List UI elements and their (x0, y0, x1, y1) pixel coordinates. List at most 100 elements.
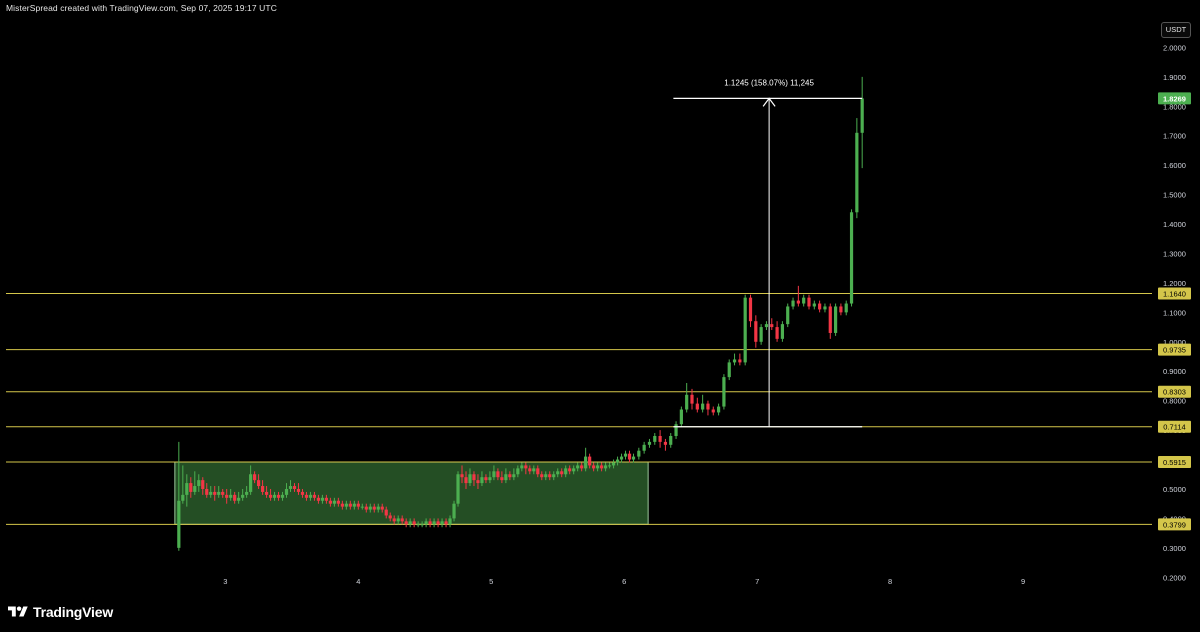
candle-body (647, 441, 652, 445)
candle-body (456, 474, 460, 504)
candle-body (476, 480, 480, 484)
candle-body (416, 524, 420, 526)
candle-body (436, 521, 440, 525)
candle-body (528, 468, 532, 472)
currency-button[interactable]: USDT (1161, 22, 1191, 38)
candle-body (722, 377, 726, 407)
level-price-tag (1158, 518, 1191, 531)
candle-body (384, 509, 388, 516)
candle-body (492, 471, 496, 478)
candle-body (727, 362, 731, 378)
candle-body (253, 474, 257, 481)
candle-body (392, 518, 396, 522)
time-tick-label: 7 (755, 577, 759, 586)
candle-body (480, 477, 484, 484)
price-tick-label: 1.6000 (1163, 161, 1186, 170)
level-price-tag (1158, 287, 1191, 300)
price-tick-label: 1.8000 (1163, 102, 1186, 111)
candle-body (308, 494, 313, 498)
candle-body (245, 491, 249, 495)
price-tick-label: 2.0000 (1163, 43, 1186, 52)
candle-body (642, 444, 646, 451)
candlestick-chart[interactable]: 1.1245 (158.07%) 11,245 2.0000 1.9000 1.80… (0, 0, 1200, 592)
candle-body (556, 471, 560, 475)
candle-body (780, 324, 785, 339)
candle-body (352, 503, 356, 507)
price-tick-label: 0.5000 (1163, 485, 1186, 494)
candle-body (754, 321, 758, 342)
candle-body (592, 465, 596, 469)
candle-body (320, 497, 325, 501)
time-tick-label: 9 (1021, 577, 1025, 586)
candle-body (536, 468, 540, 475)
candle-body (272, 494, 277, 498)
candle-body (695, 403, 699, 410)
candle-body (324, 497, 329, 501)
candle-body (400, 518, 404, 522)
candle-body (372, 506, 376, 510)
candle-body (496, 471, 500, 478)
price-tick-label: 0.8000 (1163, 397, 1186, 406)
candle-body (189, 483, 193, 492)
candle-body (818, 303, 822, 310)
candle-body (356, 503, 360, 507)
candle-body (380, 506, 384, 510)
price-tick-label: 0.9000 (1163, 367, 1186, 376)
candle-body (711, 409, 715, 413)
candle-body (807, 297, 811, 307)
candle-body (312, 494, 317, 498)
candle-body (607, 465, 612, 467)
candle-body (508, 474, 512, 478)
candle-body (524, 465, 528, 469)
level-lines-group (6, 293, 1152, 525)
candle-body (292, 486, 297, 489)
candle-body (448, 518, 452, 525)
candle-body (631, 456, 636, 460)
candle-body (596, 465, 600, 469)
candle-body (300, 491, 305, 495)
level-price-label: 0.5915 (1163, 458, 1186, 467)
attribution-text: MisterSpread created with TradingView.co… (6, 3, 277, 13)
candle-body (205, 488, 209, 495)
footer: TradingView (0, 592, 1200, 632)
candle-body (488, 477, 492, 481)
candle-body (364, 506, 368, 510)
candle-body (368, 506, 372, 510)
price-tick-label: 1.2000 (1163, 279, 1186, 288)
measure-group: 1.1245 (158.07%) 11,245 (673, 78, 863, 428)
candle-body (177, 500, 181, 548)
candle-body (743, 297, 747, 363)
candle-body (611, 462, 616, 466)
candle-body (572, 468, 576, 472)
tradingview-logo[interactable]: TradingView (8, 604, 113, 620)
candle-body (217, 491, 221, 495)
candle-body (284, 488, 289, 495)
candle-body (280, 494, 285, 498)
level-price-label: 0.9735 (1163, 346, 1186, 355)
price-tick-label: 0.2000 (1163, 573, 1186, 582)
level-price-tag (1158, 343, 1191, 356)
candle-body (658, 435, 662, 442)
candle-body (185, 483, 189, 495)
candle-body (404, 521, 408, 525)
candle-body (201, 480, 205, 489)
measure-arrow-head (762, 97, 776, 107)
candle-body (627, 453, 632, 460)
candle-body (332, 500, 336, 504)
candle-body (268, 494, 273, 498)
candle-body (360, 506, 364, 508)
candle-body (623, 453, 628, 457)
tradingview-logo-icon (8, 606, 28, 617)
candle-body (564, 468, 568, 475)
candle-body (540, 474, 544, 478)
candle-body (532, 468, 536, 472)
candle-body (860, 98, 864, 133)
candle-body (823, 306, 827, 310)
candle-body (256, 480, 261, 487)
level-price-label: 0.7114 (1163, 423, 1185, 432)
measure-label: 1.1245 (158.07%) 11,245 (724, 78, 814, 87)
candle-body (844, 303, 848, 313)
time-tick-label: 4 (356, 577, 360, 586)
candle-body (584, 456, 588, 469)
candle-body (552, 474, 556, 478)
